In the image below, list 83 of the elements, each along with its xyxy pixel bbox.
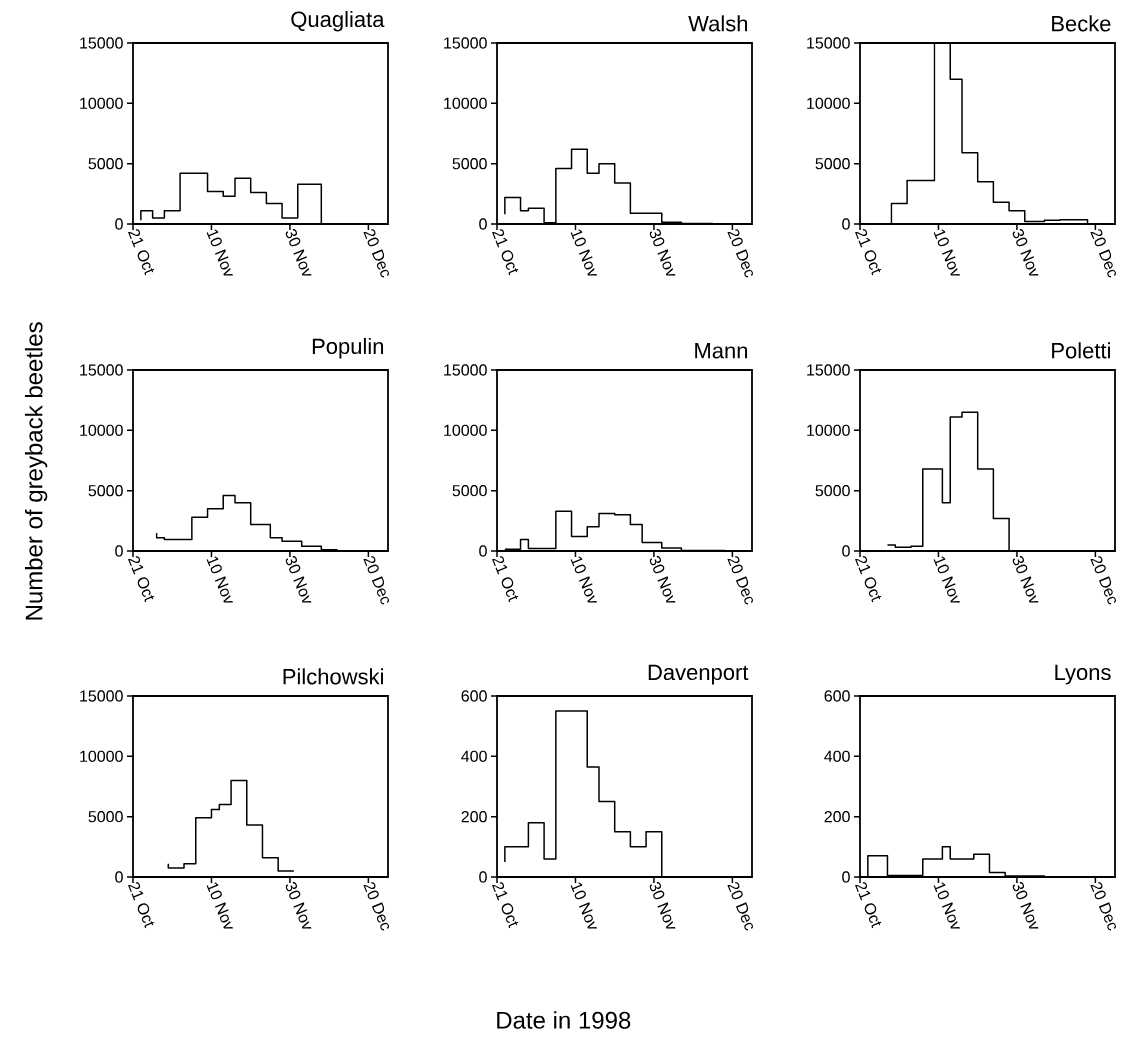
y-axis-title: Number of greyback beetles — [24, 322, 48, 620]
x-tick-label: 10 Nov — [933, 882, 960, 929]
x-tick-label: 10 Nov — [933, 229, 960, 276]
y-tick-label: 15000 — [80, 690, 123, 702]
chart-title: Populin — [312, 337, 384, 359]
x-tick-label: 30 Nov — [649, 229, 676, 276]
y-tick-label: 10000 — [807, 97, 850, 109]
y-tick-label: 15000 — [807, 364, 850, 376]
y-tick-label: 200 — [461, 810, 487, 823]
y-tick-label: 0 — [115, 545, 123, 557]
x-tick-label: 21 Oct — [855, 556, 882, 603]
y-tick-label: 10000 — [80, 97, 123, 109]
y-tick-label: 15000 — [444, 364, 487, 376]
chart-title: Lyons — [1055, 664, 1111, 685]
y-tick-label: 200 — [824, 810, 850, 823]
chart-title: Becke — [1052, 15, 1111, 32]
y-tick-label: 5000 — [452, 484, 487, 497]
x-tick-label: 20 Dec — [1090, 556, 1116, 605]
x-tick-label: 10 Nov — [570, 556, 597, 603]
y-tick-label: 0 — [842, 545, 850, 557]
y-tick-label: 0 — [842, 871, 850, 883]
y-tick-label: 15000 — [80, 364, 123, 376]
x-tick-label: 20 Dec — [363, 556, 389, 605]
y-tick-label: 0 — [115, 218, 123, 230]
x-tick-label: 10 Nov — [933, 556, 960, 603]
y-tick-label: 0 — [479, 871, 487, 883]
y-tick-label: 15000 — [807, 37, 850, 49]
y-tick-label: 0 — [842, 218, 850, 230]
y-tick-label: 5000 — [88, 810, 123, 823]
y-tick-label: 5000 — [815, 158, 850, 170]
chart-title: Quagliata — [291, 10, 385, 32]
x-tick-label: 20 Dec — [727, 229, 753, 278]
x-tick-label: 30 Nov — [1012, 556, 1039, 603]
x-tick-label: 20 Dec — [1090, 882, 1116, 931]
chart-title: Poletti — [1052, 342, 1110, 359]
y-tick-label: 15000 — [444, 37, 487, 49]
x-tick-label: 21 Oct — [855, 229, 882, 276]
x-tick-label: 30 Nov — [285, 556, 312, 603]
x-tick-label: 21 Oct — [492, 882, 519, 929]
y-tick-label: 600 — [824, 690, 850, 702]
x-tick-label: 30 Nov — [285, 229, 312, 276]
x-tick-label: 30 Nov — [1012, 882, 1039, 929]
chart-title: Walsh — [688, 15, 748, 32]
x-tick-label: 20 Dec — [727, 882, 753, 931]
y-tick-label: 0 — [479, 218, 487, 230]
x-tick-label: 20 Dec — [1090, 229, 1116, 278]
x-tick-label: 20 Dec — [727, 556, 753, 605]
y-tick-label: 5000 — [815, 484, 850, 497]
x-tick-label: 10 Nov — [570, 882, 597, 929]
y-tick-label: 5000 — [88, 158, 123, 170]
chart-title: Davenport — [648, 664, 749, 685]
y-tick-label: 10000 — [80, 750, 123, 762]
x-tick-label: 20 Dec — [363, 882, 389, 931]
x-tick-label: 30 Nov — [285, 882, 312, 929]
x-tick-label: 21 Oct — [492, 556, 519, 603]
x-axis-title: Date in 1998 — [497, 1011, 631, 1029]
x-tick-label: 10 Nov — [206, 882, 233, 929]
y-tick-label: 10000 — [807, 424, 850, 436]
x-tick-label: 10 Nov — [570, 229, 597, 276]
x-tick-label: 30 Nov — [649, 556, 676, 603]
y-tick-label: 0 — [115, 871, 123, 883]
chart-title: Pilchowski — [283, 668, 383, 685]
y-tick-label: 5000 — [452, 158, 487, 170]
y-tick-label: 400 — [461, 750, 487, 762]
x-tick-label: 10 Nov — [206, 229, 233, 276]
x-tick-label: 20 Dec — [363, 229, 389, 278]
y-tick-label: 0 — [479, 545, 487, 557]
y-tick-label: 10000 — [444, 97, 487, 109]
y-tick-label: 600 — [461, 690, 487, 702]
x-tick-label: 30 Nov — [1012, 229, 1039, 276]
y-tick-label: 5000 — [88, 485, 123, 497]
chart-title: Mann — [695, 343, 748, 359]
y-tick-label: 15000 — [80, 37, 123, 49]
y-tick-label: 10000 — [444, 424, 487, 436]
x-tick-label: 21 Oct — [492, 229, 519, 276]
x-tick-label: 21 Oct — [855, 882, 882, 929]
x-tick-label: 10 Nov — [206, 556, 233, 603]
y-tick-label: 10000 — [80, 424, 123, 436]
y-tick-label: 400 — [824, 750, 850, 762]
x-tick-label: 30 Nov — [649, 882, 676, 929]
x-tick-label: 21 Oct — [128, 882, 155, 929]
x-tick-label: 21 Oct — [128, 556, 155, 603]
x-tick-label: 21 Oct — [128, 229, 155, 276]
